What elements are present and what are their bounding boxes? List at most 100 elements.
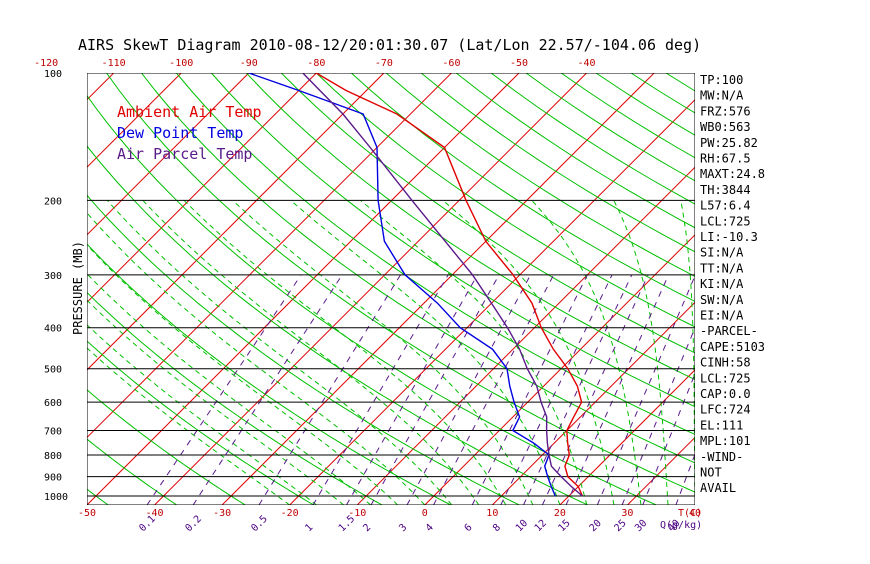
moist-adiabat-line bbox=[290, 199, 561, 505]
isotherm-line bbox=[87, 73, 317, 304]
moist-adiabat-line bbox=[531, 199, 642, 505]
sounding-index: MW:N/A bbox=[700, 89, 744, 103]
isotherm-line bbox=[87, 73, 452, 439]
isotherm-line bbox=[763, 73, 870, 505]
sounding-index: EI:N/A bbox=[700, 309, 744, 323]
pressure-tick: 100 bbox=[44, 69, 62, 80]
dry-adiabat-line bbox=[246, 73, 695, 381]
mixing-ratio-tick: 0.5 bbox=[249, 514, 270, 535]
mixing-ratio-line bbox=[192, 274, 343, 505]
moist-adiabat-line bbox=[360, 199, 588, 505]
bottom-temp-tick: -30 bbox=[213, 508, 231, 519]
bottom-temp-tick: -10 bbox=[348, 508, 366, 519]
sounding-index: TH:3844 bbox=[700, 183, 751, 197]
air-parcel-templine bbox=[302, 73, 583, 497]
mixing-ratio-tick: 8 bbox=[491, 522, 503, 534]
mixing-ratio-line bbox=[406, 274, 531, 505]
sounding-index: EL:111 bbox=[700, 418, 743, 432]
dry-adiabat-line bbox=[420, 73, 695, 253]
moist-adiabat-line bbox=[142, 199, 480, 505]
legend-entry: Dew Point Temp bbox=[117, 124, 243, 142]
isotherm-line bbox=[491, 301, 695, 505]
dry-adiabat-line bbox=[280, 73, 695, 354]
mixing-ratio-tick: 30 bbox=[633, 518, 649, 534]
moist-adiabat-line bbox=[442, 199, 615, 505]
moist-adiabat-line bbox=[232, 199, 534, 505]
isotherm-line bbox=[221, 73, 655, 505]
bottom-temp-tick: -20 bbox=[281, 508, 299, 519]
sounding-index: -PARCEL- bbox=[700, 324, 758, 338]
dry-adiabat-line bbox=[490, 73, 695, 205]
mixing-ratio-unit: Q(g/kg) bbox=[660, 520, 702, 531]
chart-title: AIRS SkewT Diagram 2010-08-12/20:01:30.0… bbox=[78, 36, 701, 54]
pressure-tick: 500 bbox=[44, 365, 62, 376]
mixing-ratio-line bbox=[258, 274, 401, 505]
moist-adiabat-line bbox=[87, 273, 372, 505]
mixing-ratio-tick: 10 bbox=[514, 518, 530, 534]
isotherm-line bbox=[424, 234, 695, 505]
pressure-tick: 300 bbox=[44, 271, 62, 282]
mixing-ratio-line bbox=[346, 274, 478, 505]
sounding-index: NOT bbox=[700, 466, 722, 480]
top-temp-tick: -50 bbox=[510, 58, 528, 69]
dry-adiabat-line bbox=[87, 145, 588, 505]
mixing-ratio-tick: 20 bbox=[588, 518, 604, 534]
bottom-temp-tick: 10 bbox=[486, 508, 498, 519]
sounding-index: SW:N/A bbox=[700, 293, 744, 307]
legend-entry: Ambient Air Temp bbox=[117, 103, 262, 121]
ambient-air-templine bbox=[315, 73, 584, 497]
mixing-ratio-line bbox=[433, 274, 555, 505]
dry-adiabat-line bbox=[106, 73, 695, 493]
dry-adiabat-line bbox=[525, 73, 695, 182]
dry-adiabat-line bbox=[141, 73, 695, 464]
isotherm-line bbox=[87, 73, 385, 371]
isotherm-line bbox=[87, 73, 520, 505]
mixing-ratio-line bbox=[621, 326, 695, 505]
top-temp-tick: -100 bbox=[169, 58, 193, 69]
isotherm-line bbox=[289, 98, 695, 505]
mixing-ratio-tick: 15 bbox=[556, 518, 572, 534]
isotherm-line bbox=[87, 73, 115, 101]
moist-adiabat-line bbox=[106, 199, 453, 505]
mixing-ratio-line bbox=[675, 452, 695, 505]
dry-adiabat-line bbox=[350, 73, 695, 303]
sounding-index: CAPE:5103 bbox=[700, 340, 765, 354]
dry-adiabat-line bbox=[87, 340, 314, 505]
dry-adiabat-line bbox=[87, 488, 109, 505]
bottom-temp-tick: -40 bbox=[146, 508, 164, 519]
dry-adiabat-line bbox=[87, 389, 246, 505]
mixing-ratio-tick: 6 bbox=[463, 522, 475, 534]
pressure-tick: 400 bbox=[44, 324, 62, 335]
top-temp-tick: -90 bbox=[240, 58, 258, 69]
dry-adiabat-line bbox=[87, 291, 383, 505]
moist-adiabat-line bbox=[87, 212, 426, 505]
mixing-ratio-tick: 25 bbox=[612, 518, 628, 534]
bottom-temp-tick: 40 bbox=[689, 508, 701, 519]
sounding-index: PW:25.82 bbox=[700, 136, 758, 150]
sounding-index: MPL:101 bbox=[700, 434, 751, 448]
sounding-index: WB0:563 bbox=[700, 120, 751, 134]
mixing-ratio-tick: 0.2 bbox=[183, 514, 204, 535]
sounding-index: CINH:58 bbox=[700, 356, 751, 370]
dry-adiabat-line bbox=[385, 73, 695, 277]
sounding-index: CAP:0.0 bbox=[700, 387, 751, 401]
pressure-tick: 200 bbox=[44, 196, 62, 207]
mixing-ratio-line bbox=[565, 274, 669, 505]
mixing-ratio-tick: 2 bbox=[361, 522, 373, 534]
isotherm-line bbox=[0, 73, 46, 505]
pressure-tick: 1000 bbox=[44, 492, 68, 503]
mixing-ratio-line bbox=[471, 274, 588, 505]
dry-adiabat-line bbox=[176, 73, 695, 436]
sounding-index: MAXT:24.8 bbox=[700, 167, 765, 181]
mixing-ratio-line bbox=[370, 274, 500, 505]
isotherm-line bbox=[87, 73, 250, 236]
sounding-index: TT:N/A bbox=[700, 261, 744, 275]
dry-adiabat-line bbox=[87, 194, 520, 505]
mixing-ratio-tick: 4 bbox=[424, 522, 436, 534]
sounding-index: L57:6.4 bbox=[700, 199, 751, 213]
bottom-temp-tick: 20 bbox=[554, 508, 566, 519]
bottom-temp-tick: -50 bbox=[78, 508, 96, 519]
sounding-index: LFC:724 bbox=[700, 403, 751, 417]
